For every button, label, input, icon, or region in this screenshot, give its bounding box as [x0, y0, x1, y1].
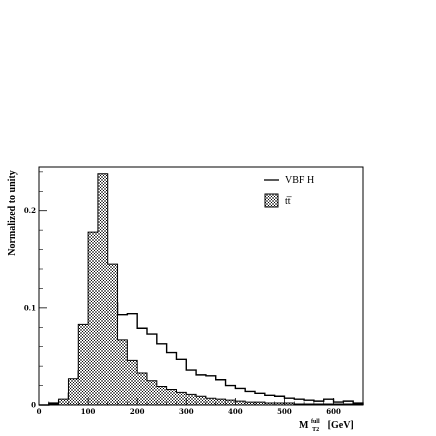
series-ttbar	[39, 173, 364, 406]
ttbar-outline	[39, 173, 364, 406]
ttbar-bin	[88, 232, 98, 405]
ttbar-bin	[137, 372, 147, 405]
x-axis-label: M full T2 [GeV]	[299, 415, 354, 434]
ttbar-bin	[147, 380, 157, 405]
x-axis-label-sub: T2	[312, 427, 319, 433]
ttbar-bin	[107, 264, 118, 405]
axes-layer: 0 100 200 300 400 500 600 0 0.1 0.2	[24, 171, 354, 416]
ttbar-bin	[284, 403, 295, 405]
ttbar-bin	[255, 402, 265, 405]
ttbar-bin	[205, 398, 216, 405]
legend-swatch-ttbar	[264, 193, 279, 208]
x-tick-label: 200	[130, 407, 145, 416]
ttbar-bin	[225, 400, 236, 405]
y-tick-label: 0.2	[24, 206, 36, 215]
x-axis-label-sup: full	[311, 419, 320, 425]
x-tick-label: 500	[277, 407, 292, 416]
ttbar-bin	[215, 399, 226, 405]
x-tick-label: 100	[81, 407, 96, 416]
x-tick-label: 300	[179, 407, 194, 416]
plot-frame	[38, 166, 364, 406]
ttbar-bin	[235, 401, 246, 405]
ttbar-bin	[186, 394, 197, 405]
y-tick-label: 0	[31, 401, 36, 410]
x-tick-label: 600	[326, 407, 341, 416]
ttbar-bin	[274, 403, 285, 405]
x-tick-label: 400	[228, 407, 243, 416]
ttbar-bin	[117, 339, 128, 405]
x-axis-label-unit: [GeV]	[328, 420, 354, 431]
legend-label-vbfh: VBF H	[285, 175, 314, 186]
ttbar-bin	[245, 402, 255, 405]
x-axis-label-main: M	[299, 420, 309, 431]
ttbar-bin	[127, 360, 138, 405]
y-tick-label: 0.1	[24, 303, 36, 312]
ttbar-bin	[97, 173, 108, 405]
ttbar-bin	[156, 386, 167, 405]
legend: VBF H tt̅	[264, 175, 314, 208]
ttbar-bin	[78, 324, 89, 405]
ttbar-bin	[176, 392, 187, 405]
ttbar-bin	[166, 389, 177, 405]
histogram-layer	[39, 173, 364, 406]
y-axis-label: Normalized to unity	[7, 170, 18, 256]
ttbar-bin	[68, 378, 79, 405]
ttbar-bin	[58, 399, 69, 405]
legend-label-ttbar: tt̅	[285, 196, 292, 207]
ttbar-bin	[196, 396, 206, 405]
ttbar-bin	[264, 403, 275, 405]
x-tick-label: 0	[37, 407, 42, 416]
